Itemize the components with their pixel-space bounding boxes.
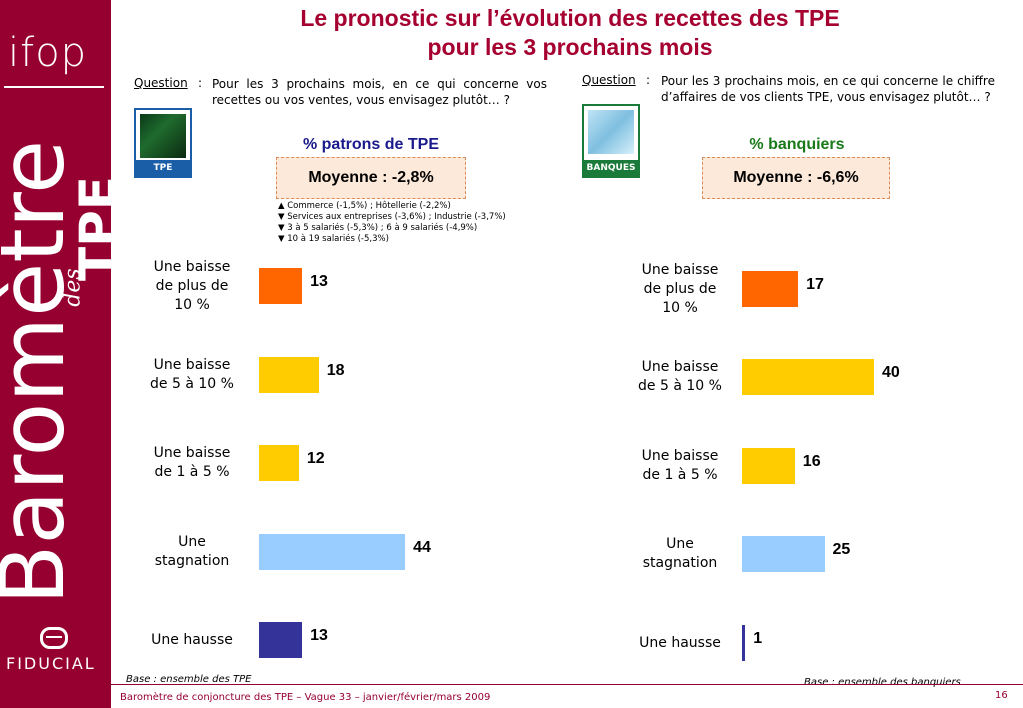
bar-patrons-baisse-5-10 (259, 357, 319, 393)
category-label-stagnation: Une stagnation (642, 536, 718, 571)
banques-logo: BANQUES (582, 104, 640, 178)
banques-logo-caption: BANQUES (584, 160, 638, 176)
left-question-colon: : (198, 76, 203, 90)
category-label-baisse-plus-10: Une baisse de plus de 10 % (153, 258, 231, 313)
right-question-colon: : (646, 73, 651, 87)
right-question-label: Question (582, 73, 636, 87)
bar-patrons-baisse-plus-10 (259, 268, 303, 304)
category-label-baisse-1-5: Une baisse de 1 à 5 % (641, 448, 719, 483)
category-label-baisse-5-10: Une baisse de 5 à 10 % (150, 357, 234, 392)
right-base-note: Base : ensemble des banquiers (804, 677, 961, 688)
left-average-box: Moyenne : -2,8% (276, 157, 466, 199)
bar-value-patrons-stagnation: 44 (413, 539, 431, 556)
ifop-logo-underline (4, 86, 104, 88)
fiducial-icon (40, 627, 68, 649)
tpe-logo: TPE (134, 108, 192, 178)
bank-building-icon (588, 110, 634, 154)
brand-sidebar: ifop Baromètre des TPE FIDUCIAL (0, 0, 111, 708)
bar-banquiers-hausse (742, 625, 746, 661)
bar-patrons-hausse (259, 622, 303, 658)
bar-value-banquiers-baisse-plus-10: 17 (806, 276, 824, 293)
left-question-text: Pour les 3 prochains mois, en ce qui con… (212, 77, 547, 107)
tpe-wordmark: TPE (69, 176, 111, 281)
category-label-hausse: Une hausse (639, 634, 721, 651)
bar-banquiers-stagnation (742, 536, 825, 572)
category-label-stagnation: Une stagnation (154, 534, 230, 569)
left-panel-title: % patrons de TPE (302, 136, 440, 153)
bar-banquiers-baisse-5-10 (742, 359, 874, 395)
sector-note: ▼ Services aux entreprises (-3,6%) ; Ind… (278, 212, 506, 222)
bar-value-patrons-hausse: 13 (310, 627, 328, 644)
fiducial-wordmark: FIDUCIAL (6, 654, 96, 673)
category-label-hausse: Une hausse (151, 631, 233, 648)
bar-value-patrons-baisse-plus-10: 13 (310, 273, 328, 290)
category-label-baisse-5-10: Une baisse de 5 à 10 % (638, 359, 722, 394)
bar-banquiers-baisse-plus-10 (742, 271, 799, 307)
right-average-box: Moyenne : -6,6% (702, 157, 890, 199)
bar-value-patrons-baisse-1-5: 12 (306, 450, 325, 467)
sector-notes: ▲ Commerce (-1,5%) ; Hôtellerie (-2,2%) … (278, 201, 506, 245)
tpe-photo-icon (140, 114, 186, 158)
bar-value-banquiers-baisse-1-5: 16 (802, 453, 821, 470)
bar-patrons-baisse-1-5 (259, 445, 299, 481)
right-question-text: Pour les 3 prochains mois, en ce qui con… (661, 74, 995, 104)
sector-note: ▼ 10 à 19 salariés (-5,3%) (278, 234, 389, 244)
page-title-line2: pour les 3 prochains mois (427, 34, 713, 60)
tpe-logo-caption: TPE (136, 160, 190, 176)
bar-value-banquiers-hausse: 1 (753, 630, 763, 647)
page-title: Le pronostic sur l’évolution des recette… (180, 4, 960, 62)
ifop-logo: ifop (8, 30, 88, 76)
bar-value-banquiers-baisse-5-10: 40 (882, 364, 900, 381)
sector-note: ▲ Commerce (-1,5%) ; Hôtellerie (-2,2%) (278, 201, 451, 211)
left-question-label: Question (134, 76, 188, 90)
page-title-line1: Le pronostic sur l’évolution des recette… (300, 5, 840, 31)
bar-value-banquiers-stagnation: 25 (832, 541, 851, 558)
bar-patrons-stagnation (259, 534, 406, 570)
category-label-baisse-1-5: Une baisse de 1 à 5 % (153, 445, 231, 480)
bar-value-patrons-baisse-5-10: 18 (326, 362, 345, 379)
footer-text: Baromètre de conjoncture des TPE – Vague… (120, 692, 491, 703)
sector-note: ▼ 3 à 5 salariés (-5,3%) ; 6 à 9 salarié… (278, 223, 478, 233)
page-number: 16 (995, 690, 1008, 701)
barometre-wordmark: Baromètre (0, 139, 84, 605)
bar-banquiers-baisse-1-5 (742, 448, 795, 484)
category-label-baisse-plus-10: Une baisse de plus de 10 % (641, 261, 719, 316)
right-panel-title: % banquiers (749, 136, 845, 153)
footer-divider (111, 684, 1023, 685)
left-base-note: Base : ensemble des TPE (126, 674, 252, 685)
